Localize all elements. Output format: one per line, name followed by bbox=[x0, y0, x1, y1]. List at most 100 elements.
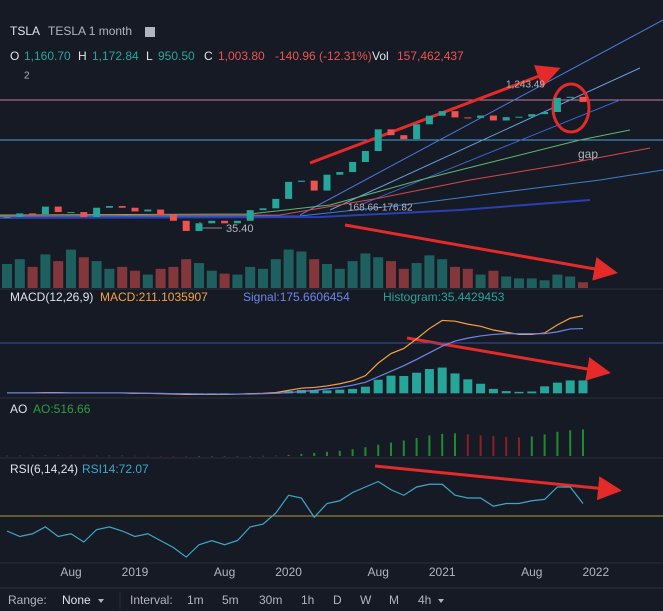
candle bbox=[118, 206, 126, 208]
candle bbox=[29, 213, 37, 215]
dropdown-icon[interactable] bbox=[438, 599, 444, 603]
histogram-bar bbox=[476, 383, 486, 394]
volume-bar bbox=[488, 270, 499, 288]
candle bbox=[3, 216, 11, 218]
low-annotation: 35.40 bbox=[226, 223, 254, 235]
interval-button[interactable]: 30m bbox=[259, 593, 282, 607]
candle bbox=[54, 206, 62, 213]
volume-bar bbox=[232, 274, 243, 288]
volume-bar bbox=[270, 259, 281, 288]
arrow bbox=[406, 336, 611, 381]
ao-bar bbox=[287, 454, 290, 456]
candle bbox=[144, 209, 152, 212]
ao-bar bbox=[185, 455, 188, 457]
volume-bar bbox=[322, 264, 332, 288]
histogram-bar bbox=[552, 382, 562, 394]
candle bbox=[515, 116, 523, 118]
histogram-bar bbox=[463, 379, 473, 394]
volume-bar bbox=[450, 266, 460, 288]
interval-button[interactable]: M bbox=[389, 593, 399, 607]
histogram-bar bbox=[578, 380, 588, 394]
volume-bar bbox=[2, 264, 12, 288]
moving-average bbox=[0, 147, 651, 217]
ao-bar bbox=[159, 455, 162, 457]
volume-bar bbox=[117, 266, 128, 288]
close: 1,003.80 bbox=[218, 49, 265, 63]
volume-bar bbox=[104, 268, 115, 288]
interval-button[interactable]: D bbox=[333, 593, 342, 607]
volume-bar bbox=[206, 270, 217, 288]
ao-bar bbox=[390, 442, 392, 456]
histogram-bar bbox=[348, 388, 358, 394]
ao-bar bbox=[121, 455, 124, 457]
low-label: L bbox=[146, 49, 153, 63]
interval-button[interactable]: W bbox=[360, 593, 372, 607]
candle bbox=[80, 212, 88, 217]
interval-button[interactable]: 1h bbox=[301, 593, 314, 607]
volume-bar bbox=[155, 268, 166, 288]
ao-bar bbox=[415, 437, 418, 456]
histogram-bar bbox=[373, 379, 383, 394]
ao-bar bbox=[543, 434, 546, 456]
rsi-title: RSI(6,14,24) bbox=[10, 462, 78, 476]
volume-bar bbox=[360, 253, 371, 288]
histogram-bar bbox=[540, 386, 550, 394]
dropdown-icon[interactable] bbox=[98, 599, 104, 603]
indicator-labels: MACD(12,26,9) MACD:211.1035907 Signal:17… bbox=[10, 290, 505, 476]
volume-bar bbox=[194, 263, 204, 288]
volume-bar bbox=[27, 266, 38, 288]
candle bbox=[195, 223, 203, 231]
gap-annotation: gap bbox=[578, 147, 598, 161]
ao-bar bbox=[134, 455, 136, 457]
histogram-bar bbox=[514, 391, 524, 394]
candle bbox=[208, 220, 216, 224]
open-label: O bbox=[10, 49, 19, 63]
range-select[interactable]: None bbox=[62, 593, 91, 607]
candle bbox=[246, 210, 254, 221]
ao-bar bbox=[274, 455, 277, 457]
interval-label: Interval: bbox=[130, 593, 173, 607]
volume-bar bbox=[501, 276, 512, 288]
interval-button[interactable]: 5m bbox=[222, 593, 239, 607]
candle bbox=[374, 129, 382, 152]
x-tick-label: Aug bbox=[521, 565, 542, 579]
candle bbox=[349, 161, 357, 173]
volume-bar bbox=[168, 266, 179, 288]
ao-bar bbox=[108, 455, 111, 457]
trend-line bbox=[359, 99, 621, 206]
ao-bar bbox=[198, 455, 200, 457]
histogram-bar bbox=[565, 380, 575, 394]
ao-bar bbox=[556, 431, 559, 456]
ao-bar bbox=[313, 452, 316, 456]
candle bbox=[157, 209, 165, 215]
vol-label: Vol bbox=[372, 49, 389, 63]
candle bbox=[259, 208, 267, 211]
volume-bar bbox=[91, 261, 102, 288]
ao-bar bbox=[95, 455, 98, 457]
ao-bar bbox=[223, 455, 226, 457]
x-tick-label: 2019 bbox=[122, 565, 149, 579]
highlight-circle bbox=[551, 82, 591, 134]
candle bbox=[438, 111, 446, 116]
range-annotation: 168.66-176.82 bbox=[348, 203, 413, 214]
volume-bar bbox=[296, 251, 307, 288]
interval-button[interactable]: 4h bbox=[418, 593, 431, 607]
ao-bar bbox=[82, 455, 85, 457]
rsi-value: RSI14:72.07 bbox=[82, 462, 149, 476]
histogram-bar bbox=[386, 375, 396, 394]
histogram-bar bbox=[527, 391, 537, 394]
details-icon[interactable] bbox=[145, 27, 155, 37]
candle bbox=[425, 115, 433, 125]
interval-button[interactable]: 1m bbox=[187, 593, 204, 607]
histogram-bar bbox=[360, 386, 370, 394]
signal-value: Signal:175.6606454 bbox=[243, 290, 350, 304]
vol: 157,462,437 bbox=[397, 49, 464, 63]
volume-bar bbox=[40, 254, 51, 288]
volume-bar bbox=[411, 263, 422, 288]
study-count: 2 bbox=[24, 71, 30, 82]
candle bbox=[272, 198, 280, 209]
close-label: C bbox=[204, 49, 213, 63]
ao-bar bbox=[479, 435, 482, 456]
candle bbox=[221, 220, 229, 224]
histogram-bar bbox=[309, 390, 319, 394]
